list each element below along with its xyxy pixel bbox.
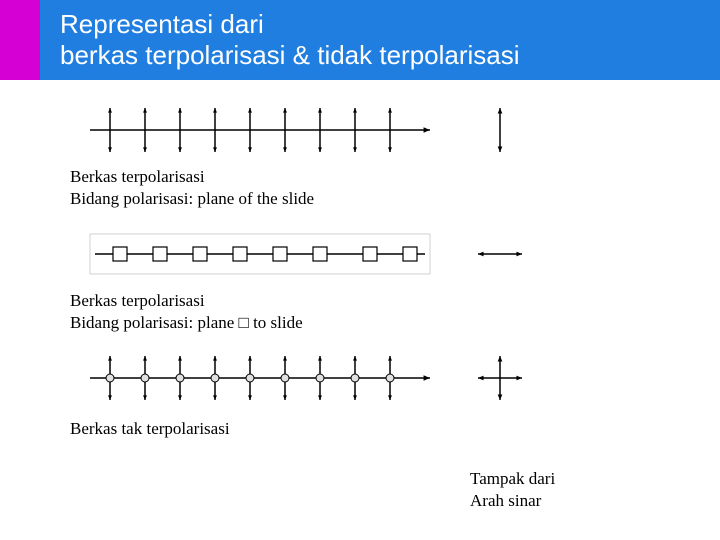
left-stripe-accent (0, 0, 40, 80)
diagram-1-svg (70, 100, 550, 160)
diagram-2-caption: Berkas terpolarisasi Bidang polarisasi: … (70, 290, 690, 334)
diagram-1-caption: Berkas terpolarisasi Bidang polarisasi: … (70, 166, 690, 210)
diagram-1 (70, 100, 690, 160)
diagram-3 (70, 348, 690, 408)
diagram-3-caption: Berkas tak terpolarisasi (70, 418, 230, 440)
content-area: Berkas terpolarisasi Bidang polarisasi: … (70, 100, 690, 530)
title-bar: Representasi dariberkas terpolarisasi & … (40, 0, 720, 80)
caption-text: Bidang polarisasi: plane of the slide (70, 189, 314, 208)
side-view-caption: Tampak dariArah sinar (470, 468, 555, 512)
diagram-2 (70, 224, 690, 284)
caption-text: Bidang polarisasi: plane □ to slide (70, 313, 303, 332)
left-stripe (0, 0, 40, 540)
slide-title: Representasi dariberkas terpolarisasi & … (60, 9, 520, 71)
diagram-3-svg (70, 348, 550, 408)
diagram-2-svg (70, 224, 550, 284)
caption-text: Berkas terpolarisasi (70, 291, 205, 310)
caption-text: Berkas tak terpolarisasi (70, 419, 230, 438)
caption-text: Berkas terpolarisasi (70, 167, 205, 186)
